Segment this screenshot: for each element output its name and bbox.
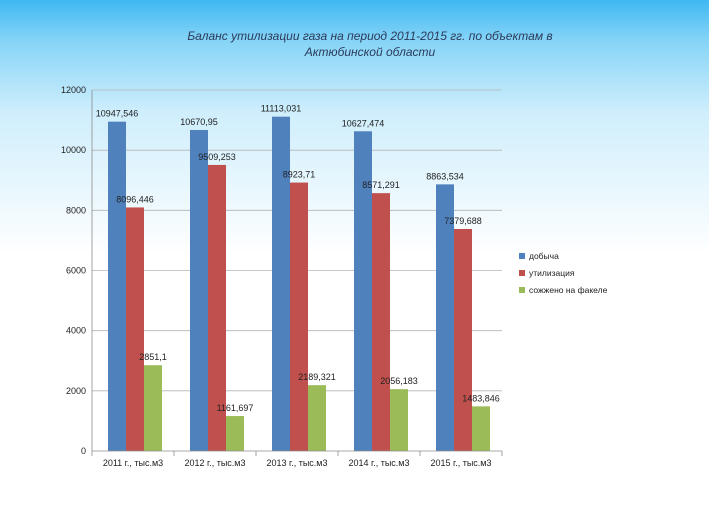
bar [290,182,308,452]
bar [390,389,408,451]
chart-title-line-2: Актюбинской области [304,45,436,59]
bar-data-label: 11113,031 [261,104,302,114]
chart-title: Баланс утилизации газа на период 2011-20… [110,28,630,60]
bar-data-label: 7379,688 [444,216,482,226]
legend-swatch [519,287,525,293]
legend-swatch [519,253,525,259]
bar-data-label: 1483,846 [462,393,500,403]
bar [272,116,290,451]
bar-data-label: 8096,446 [116,194,154,204]
bar-data-label: 2851,1 [139,352,167,362]
bar [454,228,472,451]
chart-title-line-1: Баланс утилизации газа на период 2011-20… [187,29,553,43]
x-tick-label: 2013 г., тыс.м3 [267,458,328,468]
bar [472,406,490,451]
x-tick-label: 2012 г., тыс.м3 [185,458,246,468]
bar-data-label: 8571,291 [362,180,400,190]
bar-data-label: 8863,534 [426,171,464,181]
bar-data-label: 2189,321 [298,372,336,382]
x-tick-label: 2011 г., тыс.м3 [103,458,163,468]
bar [308,385,326,451]
bars [108,116,490,452]
y-tick-label: 10000 [61,145,86,155]
bar [436,184,454,451]
bar-data-label: 1161,697 [217,403,254,413]
bar [108,121,126,452]
bar [190,129,208,452]
legend-entry: сожжено на факеле [529,285,608,295]
x-tick-label: 2014 г., тыс.м3 [349,458,410,468]
bar-data-label: 10670,95 [180,117,218,127]
bar [226,416,244,451]
bar-data-label: 9509,253 [198,152,236,162]
legend-entry: утилизация [529,268,575,278]
axes: 0 2000 4000 6000 8000 10000 12000 2011 г., тыс.… [61,85,503,468]
legend-entry: добыча [529,251,559,261]
legend-swatch [519,270,525,276]
bar-data-label: 2056,183 [380,376,418,386]
y-tick-label: 12000 [61,85,86,95]
bar-data-label: 10947,546 [96,109,139,119]
data-labels: 10947,546 8096,446 2851,1 10670,95 9509,253 1… [96,104,500,413]
bar [354,131,372,451]
bar [126,207,144,451]
y-tick-label: 4000 [66,326,86,336]
x-tick-label: 2015 г., тыс.м3 [431,458,492,468]
bar [372,193,390,451]
y-tick-label: 0 [81,446,86,456]
bar [208,164,226,451]
legend: добыча утилизация сожжено на факеле [519,251,608,295]
y-tick-label: 2000 [66,386,86,396]
y-tick-label: 6000 [66,266,86,276]
bar-data-label: 8923,71 [283,170,316,180]
y-tick-label: 8000 [66,205,86,215]
bar [144,365,162,451]
bar-data-label: 10627,474 [342,118,385,128]
